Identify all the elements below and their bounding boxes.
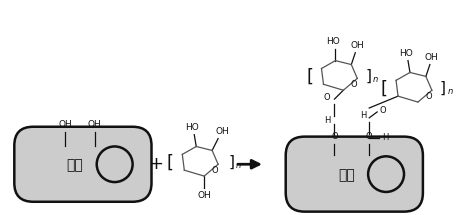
Text: H: H	[324, 116, 330, 125]
Text: n: n	[448, 87, 453, 96]
Text: O: O	[366, 132, 373, 141]
Text: n: n	[236, 161, 241, 170]
FancyBboxPatch shape	[14, 127, 152, 202]
Text: OH: OH	[425, 53, 439, 62]
Text: ]: ]	[440, 81, 446, 96]
Text: O: O	[379, 106, 386, 115]
Text: [: [	[306, 68, 313, 85]
Text: OH: OH	[215, 127, 229, 136]
Text: O: O	[324, 93, 330, 102]
Text: OH: OH	[197, 191, 211, 200]
Ellipse shape	[368, 156, 404, 192]
Text: O: O	[331, 132, 338, 141]
Text: O: O	[426, 92, 432, 101]
Text: 多肽: 多肽	[338, 168, 355, 182]
Text: H: H	[360, 111, 366, 120]
Text: H: H	[382, 133, 389, 142]
Text: HO: HO	[185, 123, 199, 132]
Ellipse shape	[97, 146, 133, 182]
Text: HO: HO	[399, 49, 413, 58]
Text: OH: OH	[58, 120, 72, 129]
Text: ]: ]	[228, 155, 234, 170]
Text: ]: ]	[365, 69, 371, 84]
Text: +: +	[148, 155, 163, 173]
Text: OH: OH	[88, 120, 102, 129]
Text: HO: HO	[327, 37, 340, 46]
Text: OH: OH	[350, 41, 364, 50]
FancyBboxPatch shape	[286, 137, 423, 212]
Text: [: [	[381, 79, 388, 97]
Text: n: n	[373, 75, 378, 84]
Text: [: [	[167, 153, 174, 171]
Text: O: O	[212, 166, 219, 175]
Text: 多肽: 多肽	[66, 158, 83, 172]
Text: O: O	[351, 80, 357, 89]
